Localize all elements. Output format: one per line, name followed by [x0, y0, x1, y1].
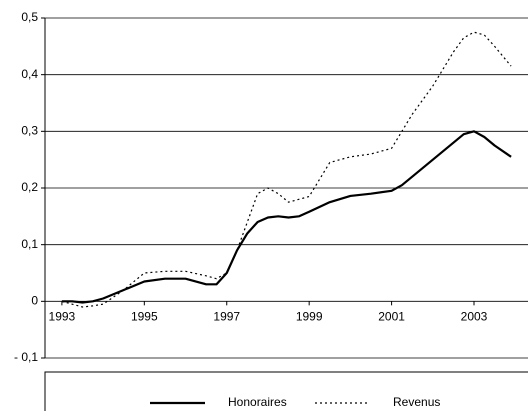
- y-tick-label: 0,4: [21, 67, 38, 81]
- x-tick-label: 2001: [378, 310, 405, 324]
- x-tick-label: 1993: [49, 310, 76, 324]
- y-tick-label: 0,3: [21, 124, 38, 138]
- legend-label: Revenus: [393, 395, 440, 409]
- x-tick-label: 1995: [131, 310, 158, 324]
- y-tick-label: 0,5: [21, 10, 38, 24]
- series-line: [61, 130, 512, 304]
- y-tick-label: 0: [31, 294, 38, 308]
- legend-box: [44, 371, 528, 411]
- x-tick-label: 1997: [213, 310, 240, 324]
- y-tick-label: - 0,1: [14, 350, 38, 364]
- x-tick-label: 2003: [461, 310, 488, 324]
- y-tick-label: 0,2: [21, 180, 38, 194]
- legend-label: Honoraires: [228, 395, 287, 409]
- series-line: [61, 31, 512, 308]
- x-tick-label: 1999: [296, 310, 323, 324]
- y-tick-label: 0,1: [21, 237, 38, 251]
